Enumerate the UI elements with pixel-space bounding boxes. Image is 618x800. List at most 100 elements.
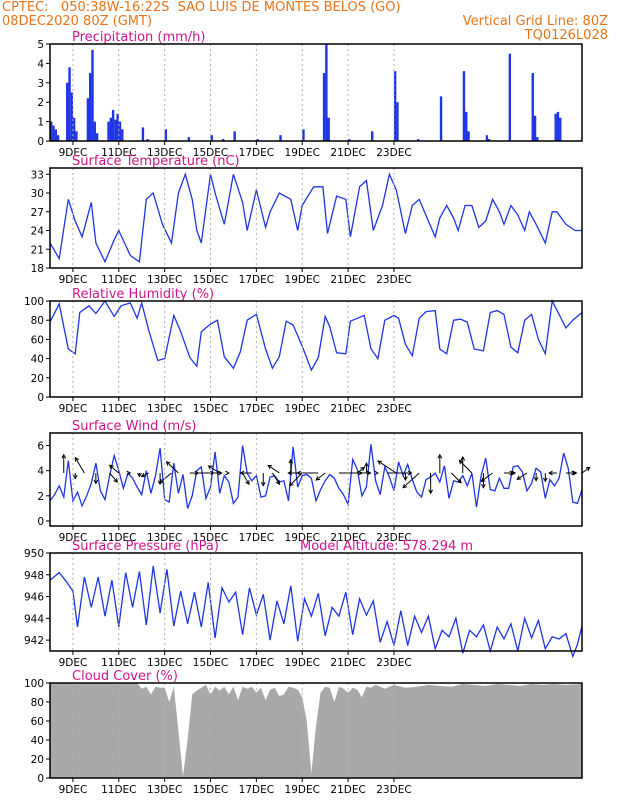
x-tick-label: 19DEC — [285, 657, 320, 669]
precip-bar — [322, 73, 326, 141]
wind-arrow-head — [288, 481, 294, 487]
wind-arrow — [109, 472, 118, 483]
wind-arrow-head — [217, 470, 223, 476]
x-tick-label: 9DEC — [59, 532, 88, 544]
precip-bar — [348, 139, 351, 141]
precip-bar — [118, 121, 122, 141]
precip-bar — [559, 117, 562, 141]
precip-bar — [554, 113, 557, 141]
x-tick-label: 15DEC — [193, 657, 228, 669]
wind-arrow-head — [542, 477, 548, 483]
x-tick-label: 11DEC — [101, 403, 136, 415]
wind-arrow — [208, 465, 220, 474]
precip-bar — [68, 67, 71, 141]
x-tick-label: 15DEC — [193, 532, 228, 544]
x-tick-label: 9DEC — [59, 274, 88, 286]
panel-title: Relative Humidity (%) — [72, 287, 214, 302]
precip-bar — [72, 117, 76, 141]
precip-bar — [462, 71, 466, 141]
precip-bar — [146, 139, 149, 141]
precip-bar — [487, 139, 491, 141]
precip-bar — [279, 135, 282, 141]
y-tick-label: 1 — [37, 117, 44, 129]
precip-bar — [393, 71, 397, 141]
precip-bar — [371, 131, 374, 141]
cloud-cover-area — [50, 683, 582, 778]
wind-arrow-head — [403, 476, 408, 482]
wind-arrow-head — [74, 456, 79, 462]
x-tick-label: 11DEC — [101, 657, 136, 669]
wind-arrow-head — [108, 464, 114, 470]
wind-arrow-head — [113, 478, 118, 483]
x-tick-label: 11DEC — [101, 274, 136, 286]
x-tick-label: 11DEC — [101, 784, 136, 796]
header-date: 08DEC2020 80Z (GMT) — [2, 14, 153, 29]
x-tick-label: 13DEC — [147, 784, 182, 796]
x-tick-label: 21DEC — [330, 532, 365, 544]
wind-arrow-head — [287, 470, 293, 476]
y-tick-label: 5 — [37, 39, 44, 51]
y-tick-label: 27 — [31, 207, 44, 219]
y-tick-label: 3 — [37, 78, 44, 90]
panel-title: Surface Pressure (hPa) — [72, 539, 219, 554]
precip-bar — [52, 125, 55, 141]
wind-arrow-head — [481, 483, 486, 489]
precip-bar — [114, 119, 117, 141]
wind-arrow-head — [374, 470, 379, 476]
wind-arrow-head — [402, 483, 408, 489]
wind-arrow-head — [533, 476, 539, 482]
wind-arrow-head — [315, 476, 321, 481]
precip-bar — [533, 115, 537, 141]
panel-frame — [49, 300, 583, 398]
wind-arrow-head — [93, 479, 99, 485]
x-tick-label: 21DEC — [330, 657, 365, 669]
x-tick-label: 9DEC — [59, 784, 88, 796]
wind-arrow-head — [571, 470, 577, 476]
wind-arrow — [272, 472, 280, 485]
wind-arrow-head — [572, 470, 578, 476]
precip-bar — [439, 96, 443, 141]
panel-title: Precipitation (mm/h) — [72, 30, 205, 45]
x-tick-label: 19DEC — [285, 532, 320, 544]
wind-arrow — [159, 472, 172, 484]
x-tick-label: 9DEC — [59, 403, 88, 415]
wind-arrow-head — [260, 481, 266, 487]
wind-arrow-head — [239, 470, 245, 476]
y-tick-label: 0 — [37, 773, 44, 785]
panel-title: Surface Temperature (nC) — [72, 154, 240, 169]
x-tick-label: 9DEC — [59, 147, 88, 159]
precip-bar — [91, 49, 94, 141]
x-tick-label: 17DEC — [239, 147, 274, 159]
precip-bar — [256, 139, 259, 141]
header-code: TQ0126L028 — [524, 28, 608, 43]
x-tick-label: 21DEC — [330, 274, 365, 286]
wind-arrow — [166, 461, 179, 474]
panel-frame — [49, 432, 583, 527]
wind-arrow-head — [165, 461, 171, 466]
y-tick-label: 950 — [24, 548, 44, 560]
y-tick-label: 40 — [31, 735, 44, 747]
precip-bar — [485, 135, 489, 141]
precip-bar — [233, 131, 236, 141]
series-line — [49, 444, 583, 509]
wind-arrow-head — [407, 470, 413, 476]
wind-arrow-head — [377, 460, 383, 465]
x-tick-label: 21DEC — [330, 784, 365, 796]
y-tick-label: 18 — [31, 263, 44, 275]
precip-bar — [302, 129, 305, 141]
x-tick-label: 17DEC — [239, 274, 274, 286]
wind-arrow-head — [460, 455, 466, 461]
precip-bar — [141, 127, 145, 141]
y-tick-label: 2 — [37, 491, 44, 503]
x-tick-label: 15DEC — [193, 784, 228, 796]
wind-arrow — [450, 472, 462, 484]
wind-arrow-head — [360, 466, 366, 472]
x-tick-label: 13DEC — [147, 657, 182, 669]
precip-bar — [416, 139, 420, 141]
precip-bar — [531, 73, 534, 141]
precip-bar — [70, 92, 74, 141]
wind-arrow — [377, 460, 397, 474]
wind-arrow-head — [288, 458, 294, 464]
wind-arrow — [581, 466, 590, 474]
x-tick-label: 19DEC — [285, 784, 320, 796]
